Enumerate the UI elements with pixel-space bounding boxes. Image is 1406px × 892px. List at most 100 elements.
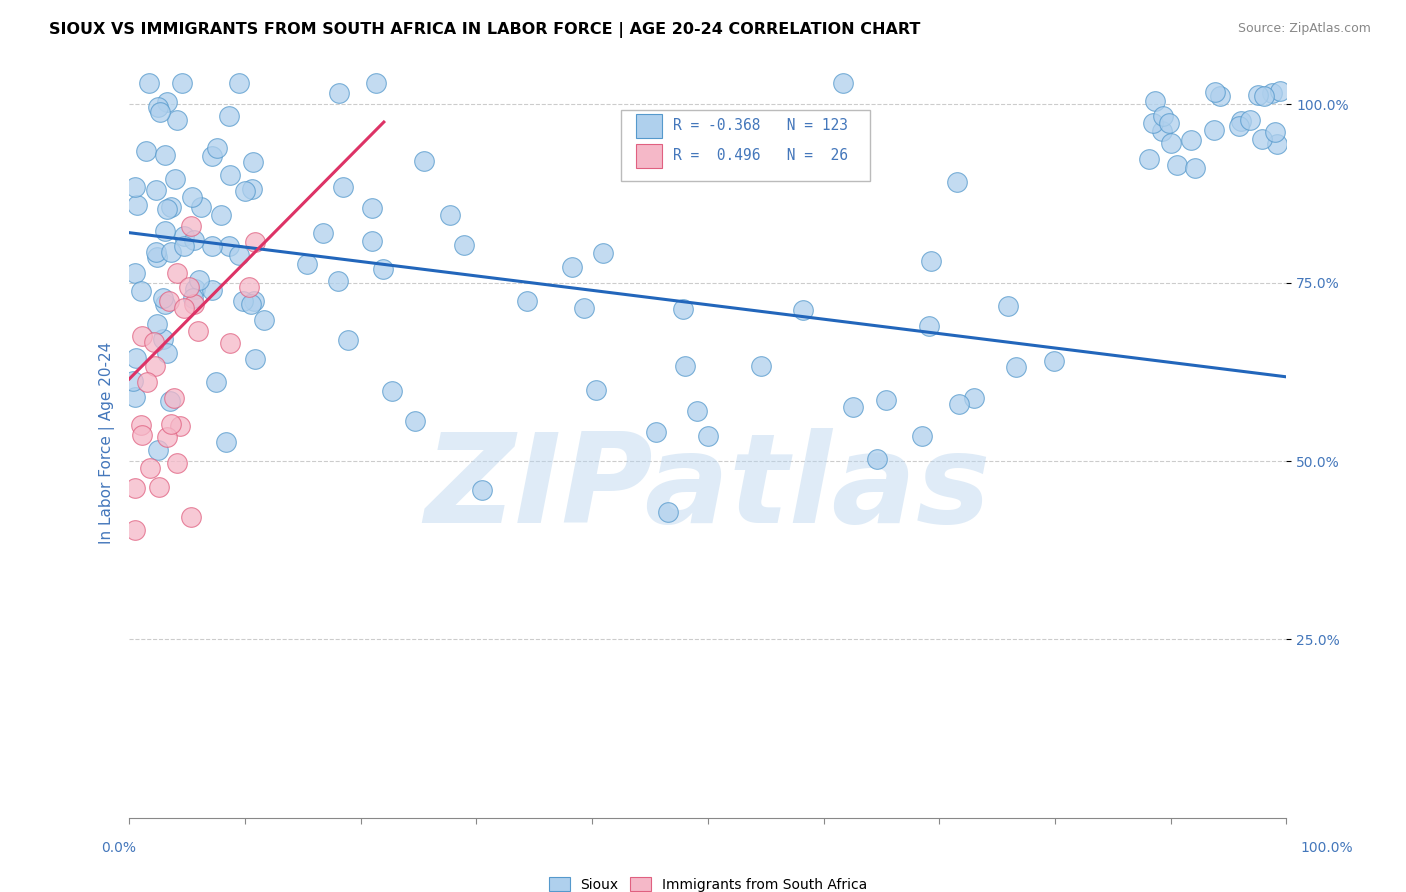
Point (148, 100, 170, 114)
Text: Source: ZipAtlas.com: Source: ZipAtlas.com (1237, 22, 1371, 36)
Point (153, 297, 176, 311)
Point (219, 168, 242, 182)
Point (948, 397, 970, 411)
Point (366, 76, 388, 90)
Point (131, 329, 153, 343)
Point (295, 257, 318, 271)
Point (792, 302, 814, 317)
Text: 100.0%: 100.0% (1301, 841, 1353, 855)
Text: ZIPatlas: ZIPatlas (425, 427, 991, 549)
Text: R = -0.368   N = 123: R = -0.368 N = 123 (673, 119, 848, 133)
Point (413, 153, 436, 168)
Point (1239, 112, 1261, 127)
Point (561, 260, 583, 275)
Point (1267, 136, 1289, 151)
Point (184, 282, 207, 296)
Bar (636, 113, 662, 137)
Point (156, 346, 179, 360)
Point (673, 359, 696, 373)
Point (360, 235, 382, 249)
Point (657, 505, 679, 519)
Point (831, 76, 853, 90)
Point (1204, 86, 1226, 100)
Point (122, 374, 145, 388)
Point (187, 273, 209, 287)
Point (232, 294, 254, 309)
Point (149, 104, 172, 119)
FancyBboxPatch shape (621, 110, 870, 181)
Point (1143, 94, 1166, 108)
Point (209, 208, 232, 222)
Y-axis label: In Labor Force | Age 20-24: In Labor Force | Age 20-24 (100, 343, 115, 544)
Point (453, 237, 475, 252)
Point (173, 239, 195, 253)
Point (155, 148, 177, 162)
Point (337, 333, 360, 347)
Point (169, 419, 191, 434)
Point (181, 190, 204, 204)
Point (201, 149, 224, 163)
Point (146, 443, 169, 458)
Point (238, 279, 260, 293)
Point (361, 201, 384, 215)
Point (1159, 116, 1181, 130)
Point (1202, 123, 1225, 137)
Point (228, 76, 250, 90)
Point (239, 297, 262, 311)
Bar (636, 144, 662, 168)
Point (139, 461, 162, 475)
Point (201, 239, 224, 253)
Point (163, 172, 186, 186)
Point (183, 291, 205, 305)
Point (138, 76, 160, 90)
Point (672, 302, 695, 317)
Point (156, 430, 179, 444)
Point (148, 480, 170, 494)
Point (1137, 153, 1160, 167)
Legend: Sioux, Immigrants from South Africa: Sioux, Immigrants from South Africa (543, 871, 873, 892)
Point (404, 414, 426, 428)
Point (228, 247, 250, 261)
Point (215, 434, 238, 449)
Point (145, 245, 167, 260)
Point (842, 400, 865, 414)
Point (1253, 88, 1275, 103)
Point (243, 352, 266, 367)
Point (160, 244, 183, 259)
Point (240, 181, 263, 195)
Point (328, 274, 350, 288)
Point (159, 417, 181, 432)
Point (145, 318, 167, 332)
Point (156, 95, 179, 109)
Point (177, 279, 200, 293)
Point (124, 523, 146, 537)
Point (166, 266, 188, 280)
Point (204, 376, 226, 390)
Text: R =  0.496   N =  26: R = 0.496 N = 26 (673, 148, 848, 163)
Point (1160, 136, 1182, 150)
Point (125, 351, 148, 365)
Point (1227, 120, 1250, 134)
Point (243, 293, 266, 308)
Point (312, 226, 335, 240)
Point (592, 245, 614, 260)
Point (131, 428, 153, 442)
Point (962, 391, 984, 405)
Point (1142, 115, 1164, 129)
Point (1263, 125, 1285, 139)
Point (173, 301, 195, 315)
Point (332, 180, 354, 194)
Point (1247, 88, 1270, 103)
Point (180, 219, 202, 234)
Point (124, 266, 146, 280)
Point (157, 294, 180, 309)
Point (328, 87, 350, 101)
Point (645, 425, 668, 439)
Point (1209, 89, 1232, 103)
Text: SIOUX VS IMMIGRANTS FROM SOUTH AFRICA IN LABOR FORCE | AGE 20-24 CORRELATION CHA: SIOUX VS IMMIGRANTS FROM SOUTH AFRICA IN… (49, 22, 921, 38)
Point (471, 483, 494, 497)
Point (439, 207, 461, 221)
Point (245, 235, 267, 249)
Point (172, 76, 194, 90)
Point (143, 359, 166, 374)
